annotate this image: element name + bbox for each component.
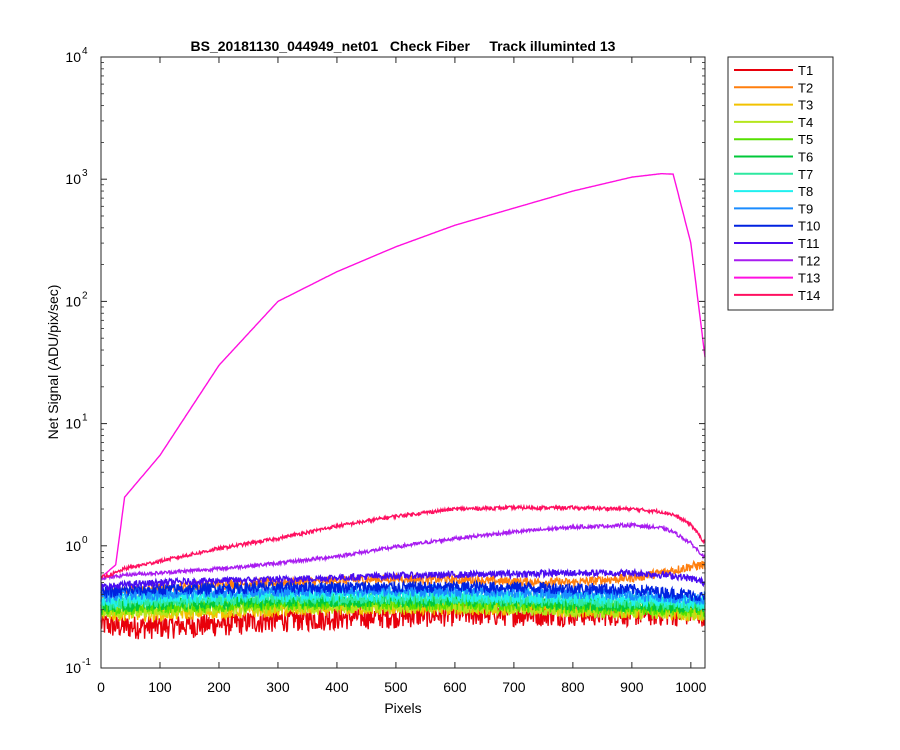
- y-axis-label: Net Signal (ADU/pix/sec): [45, 285, 61, 440]
- series-line-t11: [100, 567, 706, 591]
- legend-entry-t5: T5: [734, 132, 813, 147]
- legend-entry-t11: T11: [734, 236, 819, 251]
- legend-label: T9: [798, 201, 813, 216]
- legend-label: T10: [798, 219, 820, 234]
- legend-box: [727, 56, 834, 311]
- legend-label: T13: [798, 271, 820, 286]
- series-line-t13: [100, 173, 706, 579]
- legend-entry-t2: T2: [734, 80, 813, 95]
- x-tick-label: 800: [561, 679, 585, 695]
- legend-entry-t1: T1: [734, 63, 813, 78]
- y-tick-label-exponent: 3: [82, 168, 88, 179]
- series-group: [100, 173, 706, 640]
- legend-entry-t12: T12: [734, 253, 820, 268]
- legend-label: T1: [798, 63, 813, 78]
- y-tick-label-exponent: 1: [82, 413, 88, 424]
- x-axis-label: Pixels: [384, 700, 421, 716]
- legend: T1 T2 T3 T4 T5 T6 T7 T8 T9 T10 T11 T12 T13 T14: [727, 56, 834, 311]
- series-line-t12: [100, 521, 706, 581]
- y-tick-label: 10: [65, 538, 81, 554]
- y-tick-label: 10: [65, 49, 81, 65]
- legend-entry-t3: T3: [734, 98, 813, 113]
- series-line-t10: [100, 579, 706, 602]
- legend-label: T7: [798, 167, 813, 182]
- legend-label: T5: [798, 132, 813, 147]
- legend-label: T8: [798, 184, 813, 199]
- legend-entry-t7: T7: [734, 167, 813, 182]
- x-tick-label: 600: [443, 679, 467, 695]
- y-tick-label: 10: [65, 416, 81, 432]
- plot-area: [101, 57, 705, 668]
- x-tick-label: 200: [207, 679, 231, 695]
- plot-frame: [100, 56, 706, 669]
- legend-label: T14: [798, 288, 820, 303]
- series-line-t14: [100, 503, 706, 579]
- y-tick-label-exponent: 4: [82, 46, 88, 57]
- legend-entry-t6: T6: [734, 150, 813, 165]
- y-tick-label-exponent: -1: [82, 657, 91, 668]
- legend-entry-t14: T14: [734, 288, 820, 303]
- legend-entry-t10: T10: [734, 219, 820, 234]
- x-tick-label: 1000: [675, 679, 706, 695]
- legend-entry-t13: T13: [734, 271, 820, 286]
- chart-title: BS_20181130_044949_net01 Check Fiber Tra…: [191, 38, 616, 54]
- series-line-t8: [100, 586, 706, 611]
- legend-label: T6: [798, 150, 813, 165]
- legend-entry-t8: T8: [734, 184, 813, 199]
- x-tick-label: 100: [148, 679, 172, 695]
- y-tick-label-exponent: 2: [82, 290, 88, 301]
- y-tick-label: 10: [65, 660, 81, 676]
- legend-entry-t4: T4: [734, 115, 813, 130]
- x-tick-label: 700: [502, 679, 526, 695]
- legend-entry-t9: T9: [734, 201, 813, 216]
- legend-label: T2: [798, 80, 813, 95]
- y-tick-label-exponent: 0: [82, 535, 88, 546]
- x-tick-label: 300: [266, 679, 290, 695]
- legend-label: T3: [798, 98, 813, 113]
- legend-label: T11: [798, 236, 819, 251]
- legend-label: T12: [798, 253, 820, 268]
- x-tick-label: 500: [384, 679, 408, 695]
- y-tick-label: 10: [65, 171, 81, 187]
- x-tick-label: 0: [97, 679, 105, 695]
- x-tick-label: 900: [620, 679, 644, 695]
- y-tick-label: 10: [65, 293, 81, 309]
- legend-label: T4: [798, 115, 813, 130]
- x-tick-label: 400: [325, 679, 349, 695]
